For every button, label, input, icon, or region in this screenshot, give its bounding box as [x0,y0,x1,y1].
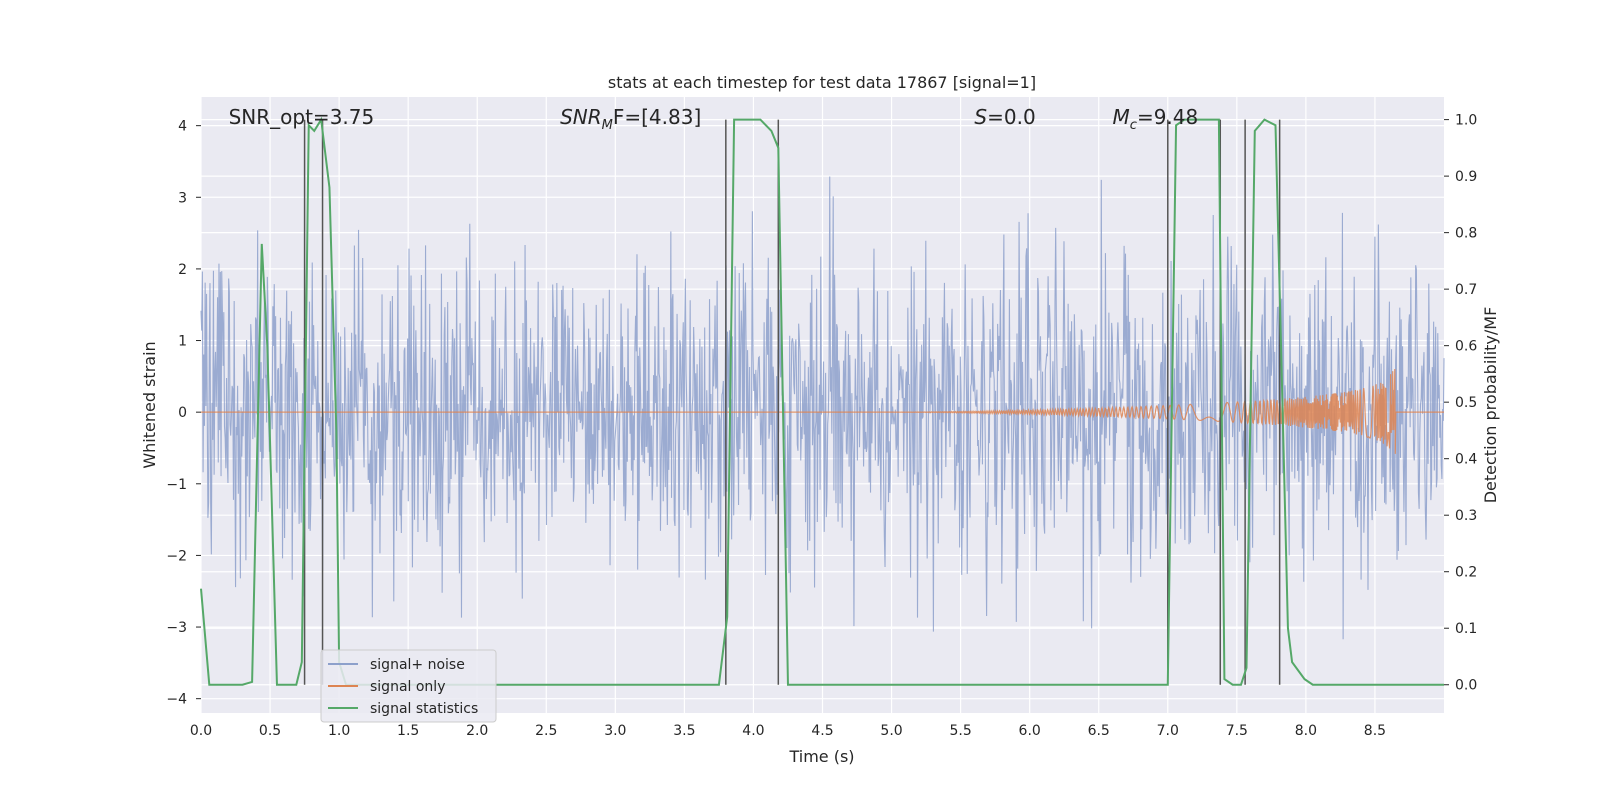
x-tick-label-2: 1.0 [328,723,350,739]
y-left-tick-label-4: 0 [178,405,187,421]
x-tick-label-5: 2.5 [535,723,557,739]
y-left-tick-label-2: −2 [166,548,187,564]
signal-statistics-line [200,116,1444,686]
annotation-snr-mf: SNRMF=[4.83] [560,105,701,133]
x-tick-label-11: 5.5 [949,723,971,739]
y-right-tick-label-7: 0.7 [1455,282,1477,298]
x-tick-label-15: 7.5 [1226,723,1248,739]
y-right-tick-label-4: 0.4 [1455,452,1477,468]
y-left-tick-label-5: 1 [178,334,187,350]
y-right-axis-label: Detection probability/MF [1481,307,1500,504]
legend-label-signal-only: signal only [370,679,445,695]
legend-box [320,649,497,723]
x-tick-label-14: 7.0 [1157,723,1179,739]
x-tick-label-12: 6.0 [1019,723,1041,739]
y-right-tick-label-10: 1.0 [1455,113,1477,129]
legend-label-signal-statistics: signal statistics [370,701,478,717]
y-left-axis-label: Whitened strain [140,341,159,468]
y-right-tick-label-0: 0.0 [1455,678,1477,694]
y-left-axis-ticks: −4 −3 −2 −1 0 1 2 3 4 [166,119,201,708]
x-tick-label-10: 5.0 [880,723,902,739]
x-tick-label-0: 0.0 [190,723,212,739]
x-tick-label-16: 8.0 [1295,723,1317,739]
y-right-tick-label-9: 0.9 [1455,169,1477,185]
x-tick-label-1: 0.5 [259,723,281,739]
series-signal-noise [200,176,1445,640]
signal-only-line [201,369,1444,454]
y-right-tick-label-5: 0.5 [1455,395,1477,411]
series-signal-statistics [200,116,1444,686]
annotation-snr-opt: SNR_opt=3.75 [229,105,375,129]
y-right-axis-ticks: 0.0 0.1 0.2 0.3 0.4 0.5 0.6 0.7 0.8 0.9 1.0 [1444,113,1477,694]
signal-noise-line [200,176,1445,640]
chart-title: stats at each timestep for test data 178… [608,73,1036,92]
y-left-tick-label-0: −4 [166,692,187,708]
x-tick-label-8: 4.0 [742,723,764,739]
x-tick-label-6: 3.0 [604,723,626,739]
x-tick-label-9: 4.5 [811,723,833,739]
x-tick-label-7: 3.5 [673,723,695,739]
annotation-s: S=0.0 [974,105,1035,129]
y-left-tick-label-8: 4 [178,119,187,135]
y-left-tick-label-6: 2 [178,262,187,278]
x-axis-ticks: 0.0 0.5 1.0 1.5 2.0 2.5 3.0 3.5 4.0 4.5 5.0 5.5 6.0 6… [190,723,1386,739]
x-tick-label-4: 2.0 [466,723,488,739]
annotations: SNR_opt=3.75 SNRMF=[4.83] S=0.0 Mc=9.48 [229,105,1199,133]
y-right-tick-label-8: 0.8 [1455,226,1477,242]
y-right-tick-label-3: 0.3 [1455,508,1477,524]
x-tick-label-13: 6.5 [1088,723,1110,739]
legend-label-signal-noise: signal+ noise [370,657,465,673]
y-right-tick-label-6: 0.6 [1455,339,1477,355]
x-axis-label: Time (s) [788,747,854,766]
y-right-tick-label-2: 0.2 [1455,565,1477,581]
series-signal-only [201,369,1444,454]
x-tick-label-3: 1.5 [397,723,419,739]
x-tick-label-17: 8.5 [1364,723,1386,739]
legend: signal+ noise signal only signal statist… [320,649,497,723]
y-left-tick-label-3: −1 [166,477,187,493]
y-left-tick-label-1: −3 [166,620,187,636]
annotation-mc: Mc=9.48 [1113,105,1199,133]
y-right-tick-label-1: 0.1 [1455,621,1477,637]
y-left-tick-label-7: 3 [178,190,187,206]
